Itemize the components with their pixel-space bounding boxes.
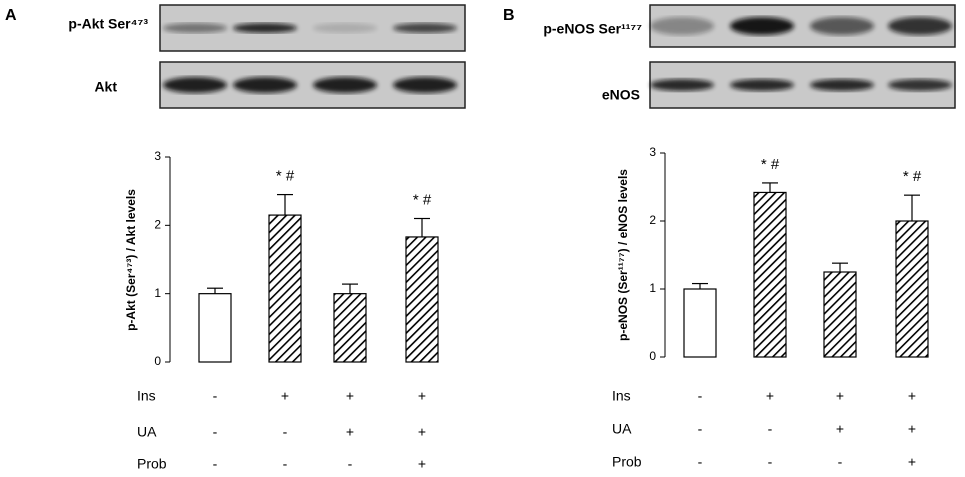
blot-band (810, 17, 874, 35)
blot-band (393, 77, 457, 93)
blot-label: eNOS (602, 87, 640, 103)
blot-band (233, 77, 297, 93)
blot-band (650, 17, 714, 35)
treatment-sign: - (213, 388, 218, 404)
treatment-name: Ins (137, 388, 156, 404)
blot-band (393, 23, 457, 33)
blot-band (163, 23, 227, 33)
treatment-sign: - (698, 454, 703, 470)
blot-label: p-Akt Ser⁴⁷³ (68, 16, 148, 32)
significance-label: * # (413, 191, 432, 208)
y-tick-label: 0 (154, 354, 161, 368)
blot-band (233, 23, 297, 33)
significance-label: * # (903, 168, 922, 185)
blot-band (810, 79, 874, 91)
blot-band (730, 17, 794, 35)
treatment-name: UA (612, 421, 632, 437)
treatment-sign: + (418, 424, 426, 440)
treatment-sign: + (418, 456, 426, 472)
bar (895, 220, 929, 358)
treatment-sign: + (908, 454, 916, 470)
treatment-sign: + (836, 421, 844, 437)
panel-letter: A (5, 7, 17, 24)
bar (405, 236, 439, 363)
treatment-name: Prob (137, 456, 167, 472)
blot-band (650, 79, 714, 91)
treatment-name: Prob (612, 454, 642, 470)
blot-label: Akt (94, 79, 117, 95)
y-tick-label: 1 (649, 281, 656, 295)
blot-band (730, 79, 794, 91)
treatment-name: Ins (612, 388, 631, 404)
treatment-sign: - (768, 454, 773, 470)
blot-band (163, 77, 227, 93)
bar (268, 214, 302, 363)
treatment-sign: + (346, 388, 354, 404)
y-axis-label: p-Akt (Ser⁴⁷³) / Akt levels (124, 189, 138, 331)
treatment-sign: - (698, 388, 703, 404)
y-tick-label: 2 (154, 218, 161, 232)
treatment-sign: - (838, 454, 843, 470)
bar (753, 191, 787, 358)
treatment-sign: + (766, 388, 774, 404)
y-tick-label: 2 (649, 213, 656, 227)
significance-label: * # (276, 168, 295, 185)
y-tick-label: 3 (154, 149, 161, 163)
y-axis-label: p-eNOS (Ser¹¹⁷⁷) / eNOS levels (616, 169, 630, 341)
treatment-sign: - (283, 456, 288, 472)
treatment-sign: + (836, 388, 844, 404)
treatment-sign: + (281, 388, 289, 404)
treatment-sign: - (213, 456, 218, 472)
bar (333, 293, 367, 363)
treatment-sign: + (908, 421, 916, 437)
bar (823, 271, 857, 358)
blot-label: p-eNOS Ser¹¹⁷⁷ (543, 21, 642, 37)
bar (683, 288, 717, 358)
significance-label: * # (761, 156, 780, 173)
y-tick-label: 1 (154, 286, 161, 300)
treatment-name: UA (137, 424, 157, 440)
treatment-sign: + (346, 424, 354, 440)
bar (198, 293, 232, 363)
blot-band (888, 79, 952, 91)
panel-letter: B (503, 7, 515, 24)
blot-band (888, 17, 952, 35)
treatment-sign: + (418, 388, 426, 404)
treatment-sign: - (768, 421, 773, 437)
y-tick-label: 3 (649, 145, 656, 159)
blot-band (313, 77, 377, 93)
treatment-sign: + (908, 388, 916, 404)
blot-band (313, 23, 377, 33)
treatment-sign: - (283, 424, 288, 440)
treatment-sign: - (213, 424, 218, 440)
treatment-sign: - (348, 456, 353, 472)
treatment-sign: - (698, 421, 703, 437)
y-tick-label: 0 (649, 349, 656, 363)
